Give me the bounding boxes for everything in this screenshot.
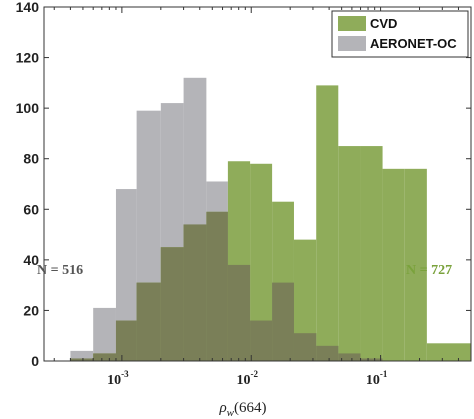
legend-swatch-aeronet-oc bbox=[338, 36, 366, 51]
overlap-bars bbox=[70, 211, 383, 361]
x-axis-label-symbol: ρ bbox=[218, 400, 226, 416]
cvd-bar bbox=[316, 85, 339, 361]
y-tick-label: 60 bbox=[23, 201, 39, 217]
x-tick-label: 10-3 bbox=[107, 369, 129, 388]
y-axis: 0 20 40 60 80 100 120 140 bbox=[16, 0, 471, 369]
legend-label-cvd: CVD bbox=[370, 16, 397, 31]
annotation-n-cvd: N = 727 bbox=[406, 263, 452, 278]
cvd-bar bbox=[426, 343, 471, 361]
y-tick-label: 120 bbox=[16, 50, 40, 66]
aeronet-oc-bar bbox=[93, 307, 116, 361]
y-tick-label: 40 bbox=[23, 252, 39, 268]
aeronet-oc-bar bbox=[115, 189, 137, 361]
plot-frame bbox=[43, 6, 472, 362]
overlap-bar bbox=[250, 320, 273, 361]
overlap-bar bbox=[338, 353, 361, 361]
overlap-bar bbox=[316, 345, 339, 361]
overlap-bar bbox=[70, 358, 94, 361]
y-tick-label: 0 bbox=[31, 353, 39, 369]
cvd-bar bbox=[382, 168, 405, 361]
cvd-bar bbox=[360, 146, 383, 361]
overlap-bar bbox=[160, 247, 184, 361]
x-axis-label-suffix: (664) bbox=[234, 400, 267, 416]
aeronet-oc-bar bbox=[70, 350, 94, 361]
cvd-bar bbox=[293, 239, 317, 361]
overlap-bar bbox=[115, 320, 137, 361]
annotation-n-aeronet: N = 516 bbox=[37, 263, 83, 278]
overlap-bar bbox=[360, 358, 383, 361]
overlap-bar bbox=[293, 333, 317, 361]
cvd-bar bbox=[250, 163, 273, 361]
overlap-bar bbox=[227, 264, 251, 361]
y-tick-label: 20 bbox=[23, 302, 39, 318]
x-axis: 10-3 10-2 10-1 bbox=[53, 7, 472, 388]
legend-swatch-cvd bbox=[338, 16, 366, 31]
x-tick-label: 10-1 bbox=[366, 369, 388, 388]
legend: CVD AERONET-OC bbox=[331, 10, 469, 58]
y-tick-label: 100 bbox=[16, 100, 40, 116]
overlap-bar bbox=[183, 224, 207, 361]
y-tick-label: 80 bbox=[23, 151, 39, 167]
overlap-bar bbox=[136, 282, 161, 361]
x-tick-label: 10-2 bbox=[236, 369, 258, 388]
overlap-bar bbox=[93, 353, 116, 361]
cvd-bar bbox=[338, 146, 361, 361]
y-tick-label: 140 bbox=[16, 0, 40, 15]
legend-label-aeronet-oc: AERONET-OC bbox=[370, 36, 457, 51]
overlap-bar bbox=[272, 282, 294, 361]
x-axis-label: ρw(664) bbox=[218, 400, 266, 419]
cvd-bar bbox=[404, 168, 427, 361]
x-axis-label-subscript: w bbox=[227, 407, 235, 419]
overlap-bar bbox=[206, 211, 228, 361]
